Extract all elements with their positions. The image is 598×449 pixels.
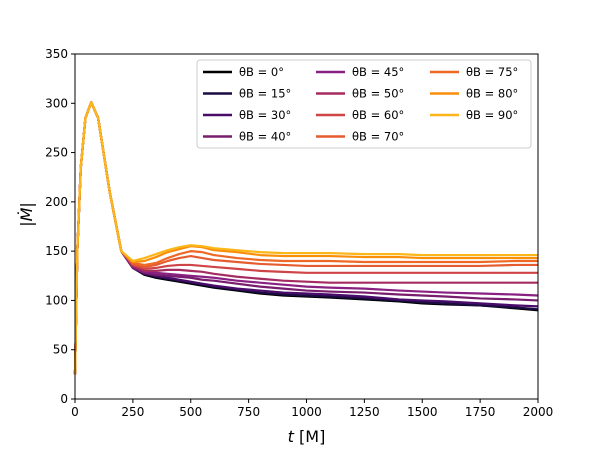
- x-axis-label-unit: [M]: [294, 427, 325, 446]
- y-tick-label: 300: [45, 96, 68, 110]
- legend-label: θB = 60°: [352, 108, 404, 122]
- x-axis-label-var: t: [288, 427, 295, 446]
- series-line-10: [73, 101, 538, 375]
- legend-label: θB = 90°: [466, 108, 518, 122]
- y-tick-label: 250: [45, 146, 68, 160]
- x-tick-label: 1500: [407, 405, 438, 419]
- legend-label: θB = 15°: [239, 87, 291, 101]
- legend-box: [196, 59, 532, 149]
- axes-layer: 0 250 500 750 1000 1250 1500 1750 2000 0 50 100 150 2…: [45, 47, 553, 419]
- x-axis-label: t [M]: [288, 427, 326, 446]
- legend-label: θB = 80°: [466, 87, 518, 101]
- series-layer: [73, 101, 539, 375]
- legend-label: θB = 70°: [352, 130, 404, 144]
- x-tick-label: 1000: [291, 405, 322, 419]
- legend: θB = 0° θB = 15° θB = 30° θB = 40° θB = 45° θ…: [196, 59, 532, 149]
- y-tick-label: 150: [45, 244, 68, 258]
- y-tick-label: 100: [45, 293, 68, 307]
- legend-label: θB = 30°: [239, 108, 291, 122]
- x-tick-label: 750: [237, 405, 260, 419]
- x-tick-label: 250: [121, 405, 144, 419]
- y-tick-label: 200: [45, 195, 68, 209]
- y-axis-label: |Ṁ|: [17, 202, 36, 227]
- x-tick-label: 0: [71, 405, 79, 419]
- x-tick-label: 500: [179, 405, 202, 419]
- y-tick-label: 350: [45, 47, 68, 61]
- legend-label: θB = 75°: [466, 65, 518, 79]
- x-tick-label: 2000: [523, 405, 554, 419]
- x-tick-label: 1250: [349, 405, 380, 419]
- x-tick-label: 1750: [465, 405, 496, 419]
- legend-label: θB = 45°: [352, 65, 404, 79]
- y-tick-label: 50: [53, 343, 68, 357]
- legend-label: θB = 40°: [239, 130, 291, 144]
- legend-label: θB = 50°: [352, 87, 404, 101]
- y-tick-label: 0: [60, 392, 68, 406]
- legend-label: θB = 0°: [239, 65, 284, 79]
